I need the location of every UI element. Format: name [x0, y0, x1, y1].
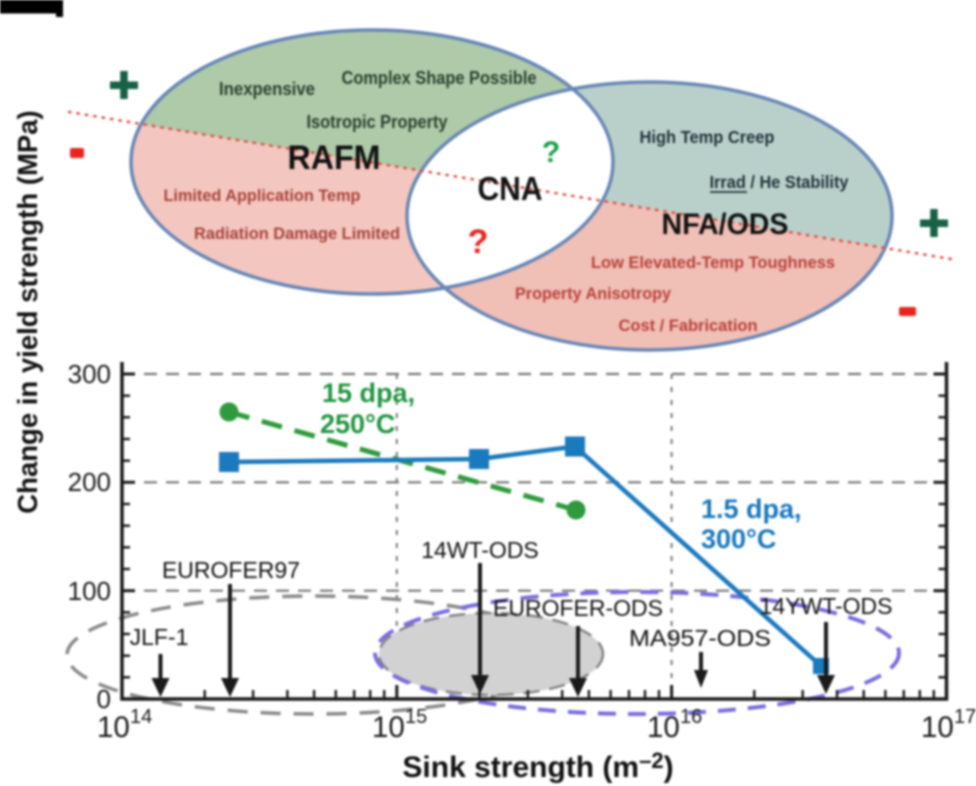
svg-text:14: 14: [130, 706, 152, 728]
svg-text:Radiation Damage Limited: Radiation Damage Limited: [194, 224, 400, 243]
svg-text:Inexpensive: Inexpensive: [219, 79, 315, 99]
svg-text:?: ?: [542, 136, 560, 169]
svg-text:Sink strength (m–2): Sink strength (m–2): [402, 748, 673, 784]
svg-text:200: 200: [68, 467, 111, 497]
svg-text:16: 16: [680, 706, 702, 728]
svg-text:Complex Shape Possible: Complex Shape Possible: [342, 68, 537, 88]
svg-text:CNA: CNA: [478, 170, 543, 207]
svg-text:High Temp Creep: High Temp Creep: [640, 127, 775, 147]
svg-text:0: 0: [97, 684, 111, 714]
svg-text:JLF-1: JLF-1: [130, 624, 189, 650]
svg-text:1.5 dpa,: 1.5 dpa,: [701, 494, 802, 524]
svg-text:RAFM: RAFM: [288, 139, 381, 177]
svg-text:10: 10: [647, 711, 680, 744]
svg-text:10: 10: [372, 711, 405, 744]
svg-text:14YWT-ODS: 14YWT-ODS: [760, 593, 893, 619]
svg-text:17: 17: [954, 706, 976, 728]
svg-text:?: ?: [468, 223, 489, 261]
svg-text:10: 10: [921, 711, 954, 744]
svg-text:Limited Application Temp: Limited Application Temp: [164, 186, 361, 205]
svg-text:10: 10: [97, 711, 130, 744]
svg-text:300°C: 300°C: [701, 524, 776, 554]
svg-text:MA957-ODS: MA957-ODS: [629, 625, 771, 651]
svg-text:15 dpa,: 15 dpa,: [322, 378, 415, 408]
svg-text:14WT-ODS: 14WT-ODS: [421, 537, 539, 563]
svg-text:NFA/ODS: NFA/ODS: [662, 208, 789, 241]
svg-text:250°C: 250°C: [320, 409, 395, 439]
svg-text:Change in yield strength (MPa): Change in yield strength (MPa): [12, 110, 43, 513]
svg-text:Irrad / He Stability: Irrad / He Stability: [710, 172, 849, 192]
svg-text:Isotropic Property: Isotropic Property: [307, 112, 448, 132]
svg-text:Low Elevated-Temp Toughness: Low Elevated-Temp Toughness: [591, 253, 835, 272]
svg-text:Cost / Fabrication: Cost / Fabrication: [619, 316, 758, 335]
svg-text:300: 300: [68, 359, 111, 389]
svg-text:100: 100: [68, 576, 111, 606]
svg-text:EUROFER97: EUROFER97: [162, 557, 300, 583]
svg-text:15: 15: [405, 706, 427, 728]
svg-text:EUROFER-ODS: EUROFER-ODS: [493, 595, 663, 621]
svg-text:Property Anisotropy: Property Anisotropy: [515, 284, 672, 303]
